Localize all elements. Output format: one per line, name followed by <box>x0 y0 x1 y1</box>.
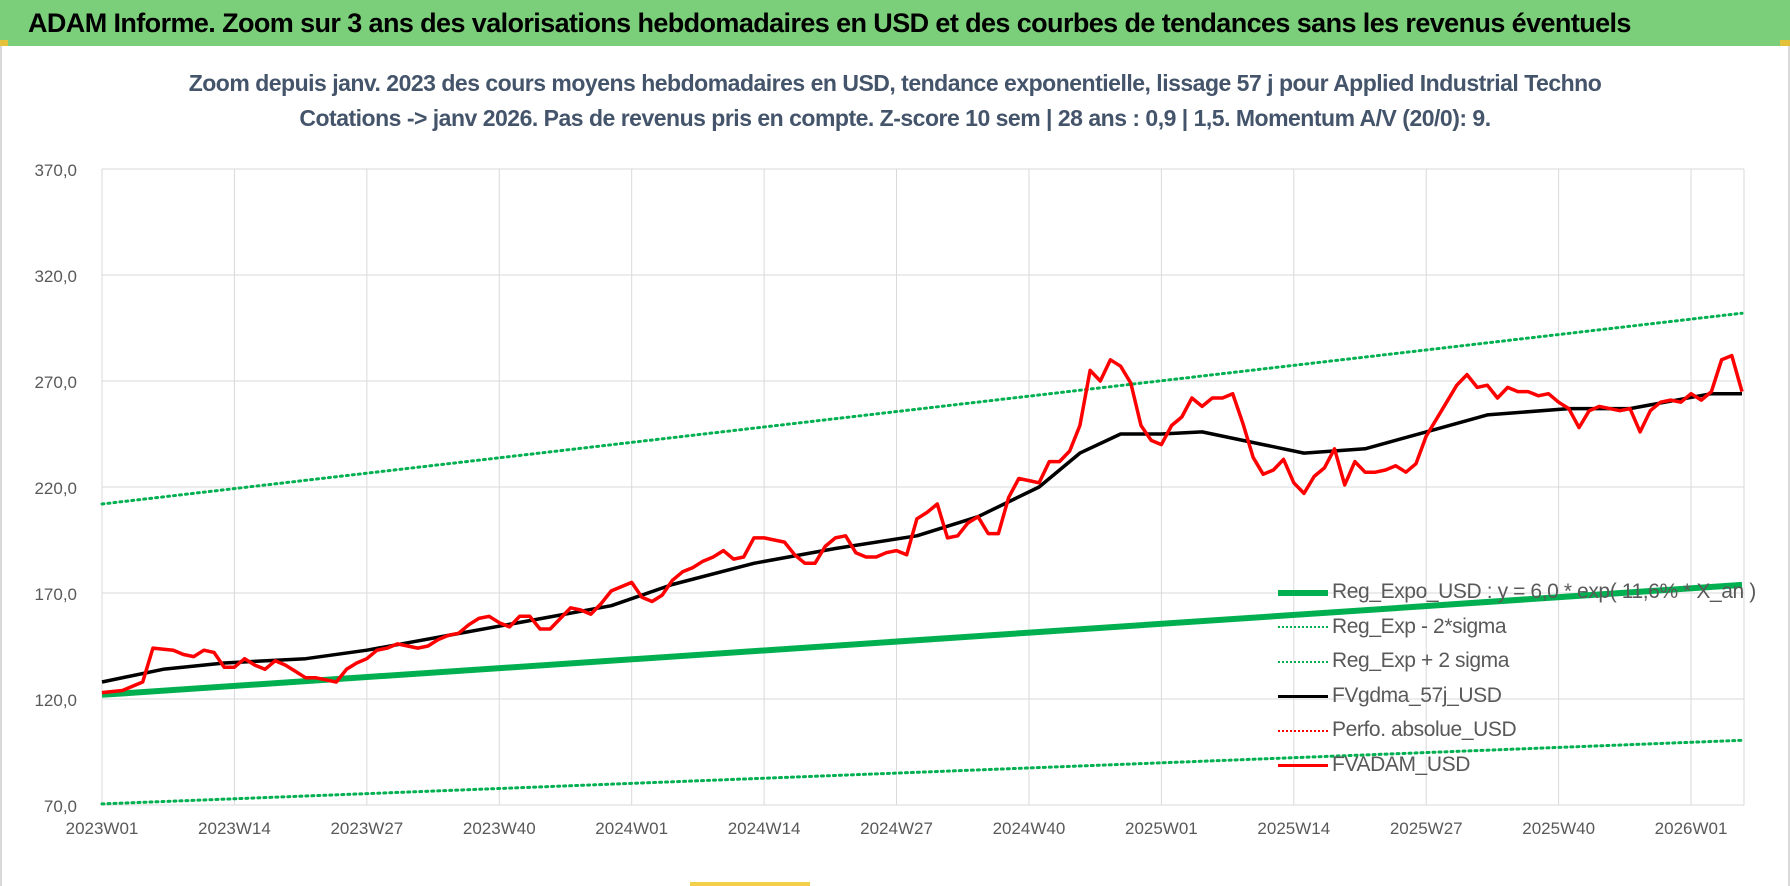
x-tick-label: 2025W40 <box>1522 819 1595 838</box>
legend-label: FVADAM_USD <box>1332 752 1470 776</box>
y-tick-label: 220,0 <box>34 479 77 498</box>
legend-label: Reg_Exp - 2*sigma <box>1332 614 1507 638</box>
legend-swatch <box>1278 763 1328 767</box>
line-chart: 370,0 320,0 270,0 220,0 170,0 120,0 70,0 2023W0… <box>34 161 1745 838</box>
legend-swatch <box>1278 729 1328 732</box>
x-tick-label: 2025W27 <box>1390 819 1463 838</box>
chart-area: 370,0 320,0 270,0 220,0 170,0 120,0 70,0 2023W0… <box>0 46 1790 886</box>
x-tick-label: 2023W40 <box>463 819 536 838</box>
x-tick-label: 2024W01 <box>595 819 668 838</box>
series-line-1 <box>100 738 1744 806</box>
legend-label: Perfo. absolue_USD <box>1332 718 1517 741</box>
legend-swatch <box>1278 660 1328 663</box>
banner-corner-accent-left <box>0 40 8 46</box>
x-tick-label: 2024W14 <box>728 819 801 838</box>
bottom-accent-bar <box>690 882 810 886</box>
y-tick-label: 120,0 <box>34 691 77 710</box>
x-tick-label: 2024W40 <box>993 819 1066 838</box>
y-tick-label: 270,0 <box>34 373 77 392</box>
series-line-5 <box>101 353 1744 695</box>
y-tick-label: 320,0 <box>34 267 77 286</box>
chart-title: Zoom depuis janv. 2023 des cours moyens … <box>188 70 1602 96</box>
x-tick-label: 2024W27 <box>860 819 933 838</box>
x-tick-label: 2023W01 <box>66 819 139 838</box>
y-tick-label: 170,0 <box>34 585 77 604</box>
series-line-2 <box>100 311 1744 506</box>
report-title: ADAM Informe. Zoom sur 3 ans des valoris… <box>28 8 1631 38</box>
banner-corner-accent-right <box>1780 40 1790 46</box>
x-tick-label: 2023W14 <box>198 819 271 838</box>
legend-label: Reg_Exp + 2 sigma <box>1332 649 1510 672</box>
y-tick-label: 370,0 <box>34 161 77 180</box>
x-tick-label: 2023W27 <box>330 819 403 838</box>
series-line-0 <box>101 581 1743 698</box>
x-tick-label: 2025W14 <box>1257 819 1330 838</box>
legend-label: Reg_Expo_USD : y = 6,0 * exp( 11,6% * X_… <box>1332 580 1756 603</box>
x-tick-label: 2026W01 <box>1655 819 1728 838</box>
legend-swatch <box>1278 626 1328 628</box>
legend-swatch <box>1278 590 1328 596</box>
legend-label: FVgdma_57j_USD <box>1332 683 1502 707</box>
chart-subtitle: Cotations -> janv 2026. Pas de revenus p… <box>299 105 1491 131</box>
legend-swatch <box>1278 694 1328 698</box>
y-tick-label: 70,0 <box>44 797 77 816</box>
x-tick-label: 2025W01 <box>1125 819 1198 838</box>
report-banner: ADAM Informe. Zoom sur 3 ans des valoris… <box>0 0 1790 46</box>
